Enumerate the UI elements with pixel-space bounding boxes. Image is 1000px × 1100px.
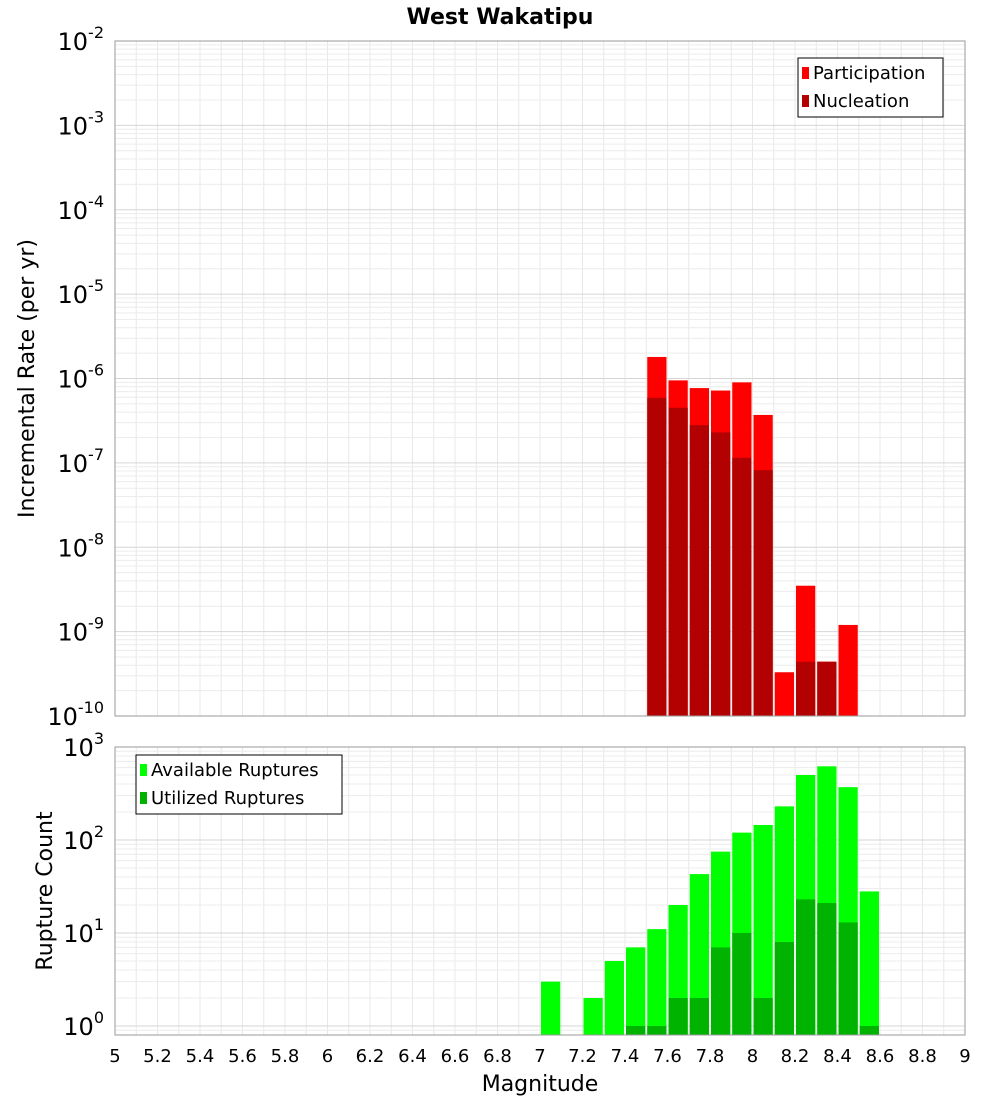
- bar-utilized-ruptures: [626, 1025, 646, 1035]
- x-tick-label: 5.2: [143, 1046, 172, 1067]
- y-tick-label: 10-5: [58, 276, 105, 309]
- rate-y-axis-label: Incremental Rate (per yr): [15, 239, 40, 518]
- y-tick-label: 10-10: [47, 698, 104, 731]
- legend-swatch: [802, 67, 809, 79]
- count-panel: 100 101 102 103 Rupture Count Available Rup…: [33, 729, 971, 1097]
- bar-available-ruptures: [753, 824, 773, 1035]
- y-tick-label: 10-8: [58, 529, 105, 562]
- count-legend: Available Ruptures Utilized Ruptures: [135, 754, 343, 815]
- x-tick-label: 8: [747, 1046, 758, 1067]
- x-tick-label: 9: [959, 1046, 970, 1067]
- bar-utilized-ruptures: [732, 932, 752, 1035]
- legend-label: Available Ruptures: [151, 760, 319, 781]
- x-tick-label: 6.6: [441, 1046, 470, 1067]
- legend-swatch: [140, 764, 147, 776]
- bar-participation: [838, 624, 858, 716]
- x-tick-label: 7.4: [611, 1046, 640, 1067]
- bar-available-ruptures: [859, 891, 879, 1035]
- legend-box: [135, 754, 343, 815]
- x-tick-label: 6: [322, 1046, 333, 1067]
- y-tick-label: 10-2: [58, 23, 105, 56]
- bar-nucleation: [817, 661, 837, 716]
- rate-y-tick-labels: 10-10 10-9 10-8 10-7 10-6 10-5 10-4 10-3 10-2: [47, 23, 104, 731]
- legend-label: Utilized Ruptures: [151, 788, 304, 809]
- bar-utilized-ruptures: [711, 947, 731, 1035]
- bar-nucleation: [753, 470, 773, 716]
- bar-nucleation: [647, 397, 667, 716]
- legend-label: Participation: [813, 63, 925, 84]
- bar-nucleation: [689, 425, 709, 716]
- bar-available-ruptures: [583, 997, 603, 1035]
- x-axis-label: Magnitude: [482, 1072, 599, 1097]
- bar-utilized-ruptures: [796, 899, 816, 1035]
- y-tick-label: 100: [63, 1008, 104, 1041]
- x-tick-label: 8.8: [908, 1046, 937, 1067]
- y-tick-label: 101: [63, 915, 104, 948]
- bar-utilized-ruptures: [838, 922, 858, 1035]
- bar-utilized-ruptures: [817, 903, 837, 1035]
- x-tick-label: 5.4: [186, 1046, 215, 1067]
- x-tick-label: 5.8: [271, 1046, 300, 1067]
- bar-available-ruptures: [626, 947, 646, 1035]
- bar-utilized-ruptures: [647, 1025, 667, 1035]
- bar-participation: [774, 672, 794, 716]
- bar-available-ruptures: [689, 874, 709, 1035]
- y-tick-label: 10-6: [58, 361, 105, 394]
- rate-legend: Participation Nucleation: [797, 57, 944, 118]
- x-tick-label: 7.2: [568, 1046, 597, 1067]
- bar-nucleation: [711, 432, 731, 716]
- legend-swatch: [140, 792, 147, 804]
- rate-plot-frame: [114, 40, 966, 717]
- bar-utilized-ruptures: [668, 997, 688, 1035]
- y-tick-label: 102: [63, 822, 104, 855]
- x-tick-label: 7: [534, 1046, 545, 1067]
- rate-panel: 10-10 10-9 10-8 10-7 10-6 10-5 10-4 10-3 10-2 In…: [15, 23, 966, 731]
- count-bars: [541, 766, 879, 1035]
- legend-box: [797, 57, 944, 118]
- x-tick-label: 6.2: [356, 1046, 385, 1067]
- bar-utilized-ruptures: [689, 997, 709, 1035]
- x-tick-label: 6.8: [483, 1046, 512, 1067]
- y-tick-label: 10-4: [58, 192, 105, 225]
- bar-utilized-ruptures: [753, 997, 773, 1035]
- rate-grid: [114, 40, 966, 717]
- bar-nucleation: [668, 407, 688, 716]
- x-tick-label: 5.6: [228, 1046, 257, 1067]
- bar-nucleation: [796, 661, 816, 716]
- x-tick-labels: 5 5.2 5.4 5.6 5.8 6 6.2 6.4 6.6 6.8 7 7.2 7.4 7.6 7.8 8…: [109, 1046, 970, 1067]
- bar-available-ruptures: [604, 960, 624, 1035]
- legend-label: Nucleation: [813, 91, 909, 112]
- bar-available-ruptures: [647, 929, 667, 1035]
- count-y-tick-labels: 100 101 102 103: [63, 729, 104, 1041]
- y-tick-label: 10-3: [58, 107, 105, 140]
- x-tick-label: 6.4: [398, 1046, 427, 1067]
- rate-bars: [647, 356, 858, 716]
- bar-utilized-ruptures: [774, 942, 794, 1035]
- count-plot-frame: [114, 746, 966, 1036]
- chart-title: West Wakatipu: [407, 5, 594, 30]
- x-tick-label: 8.2: [781, 1046, 810, 1067]
- bar-utilized-ruptures: [859, 1025, 879, 1035]
- y-tick-label: 10-9: [58, 614, 105, 647]
- y-tick-label: 103: [63, 729, 104, 762]
- bar-available-ruptures: [541, 981, 561, 1035]
- x-tick-label: 7.8: [696, 1046, 725, 1067]
- y-tick-label: 10-7: [58, 445, 105, 478]
- bar-nucleation: [732, 457, 752, 716]
- x-tick-label: 8.6: [866, 1046, 895, 1067]
- x-tick-label: 7.6: [653, 1046, 682, 1067]
- count-y-axis-label: Rupture Count: [33, 811, 58, 971]
- x-tick-label: 5: [109, 1046, 120, 1067]
- legend-swatch: [802, 95, 809, 107]
- x-tick-label: 8.4: [823, 1046, 852, 1067]
